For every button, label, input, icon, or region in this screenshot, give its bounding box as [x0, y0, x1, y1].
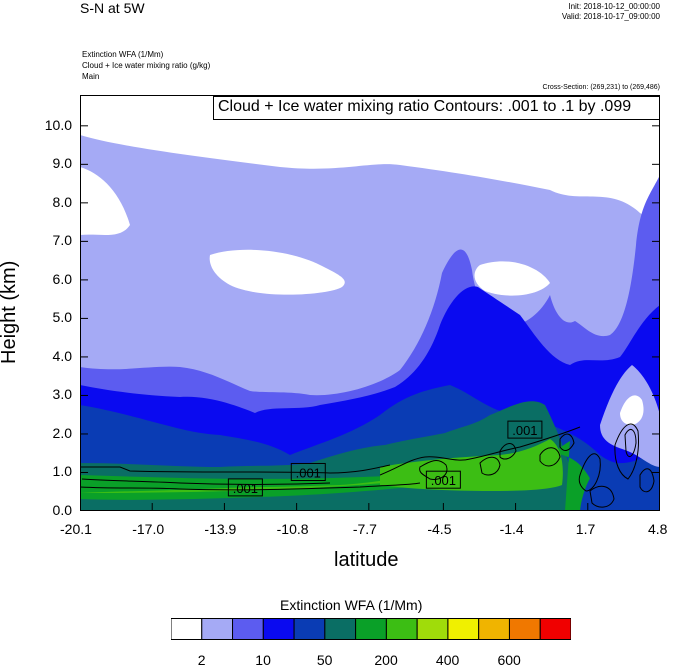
field-label-mixing-ratio: Cloud + Ice water mixing ratio (g/kg) — [82, 61, 211, 70]
field-band-lime-right — [380, 439, 563, 491]
colorbar-label: 600 — [497, 652, 521, 668]
contour-label: .001 — [512, 423, 537, 438]
colorbar-swatch — [171, 618, 203, 640]
colorbar-label: 2 — [197, 652, 206, 668]
colorbar-label: 50 — [316, 652, 333, 668]
colorbar-title: Extinction WFA (1/Mm) — [280, 597, 423, 613]
colorbar-swatch — [385, 618, 418, 640]
x-tick-label: -13.9 — [204, 521, 237, 537]
contour-label-box — [507, 420, 543, 439]
colorbar-swatch — [201, 618, 234, 640]
contour-annotation: Cloud + Ice water mixing ratio Contours:… — [218, 98, 632, 115]
y-tick-label: 6.0 — [52, 270, 72, 287]
y-tick-label: 4.0 — [52, 347, 72, 364]
x-tick-label: 1.7 — [575, 521, 596, 537]
colorbar-swatch — [447, 618, 480, 640]
y-tick-label: 2.0 — [52, 424, 72, 441]
colorbar-label: 10 — [255, 652, 271, 668]
x-tick-label: -17.0 — [132, 521, 165, 537]
contour-label-box — [227, 478, 263, 497]
field-band-clear-mid — [209, 249, 345, 295]
field-label-extinction: Extinction WFA (1/Mm) — [82, 50, 164, 59]
colorbar-swatch — [324, 618, 357, 640]
contour-label-group: .001 .001 .001 .001 — [227, 420, 543, 497]
x-tick-label: -1.4 — [499, 521, 524, 537]
contour-label: .001 — [296, 465, 321, 480]
colorbar-label: 400 — [435, 652, 460, 668]
x-tick-label: -4.5 — [427, 521, 452, 537]
field-band-clear-pocket — [620, 395, 644, 425]
colorbar-swatch — [262, 618, 295, 640]
cross-section-label: Cross-Section: (269,231) to (269,486) — [542, 84, 660, 91]
axis-ticks — [80, 125, 660, 511]
y-tick-label: 10.0 — [44, 116, 72, 133]
field-band-dark-right — [580, 445, 660, 511]
colorbar-swatch — [508, 618, 541, 640]
colorbar-swatch — [478, 618, 510, 640]
y-tick-label: 0.0 — [52, 502, 72, 518]
x-tick-label: -7.7 — [352, 521, 377, 537]
x-tick-label: 4.8 — [648, 521, 668, 537]
y-tick-label: 1.0 — [52, 463, 72, 480]
y-tick-label: 7.0 — [52, 232, 72, 249]
x-tick-label: -20.1 — [60, 521, 92, 537]
y-tick-label: 5.0 — [52, 309, 72, 326]
contour-label-box — [425, 470, 461, 489]
colorbar — [171, 618, 571, 640]
y-tick-label: 3.0 — [52, 386, 72, 403]
colorbar-swatch — [416, 618, 449, 640]
contour-label: .001 — [233, 481, 258, 496]
contour-label-box — [290, 462, 326, 481]
colorbar-swatch — [232, 618, 264, 640]
y-tick-label: 9.0 — [52, 155, 72, 172]
colorbar-swatch — [355, 618, 387, 640]
field-band-clear-left — [80, 167, 130, 235]
cross-section-plot: .001 .001 .001 .001 — [80, 95, 660, 511]
colorbar-swatch — [293, 618, 326, 640]
x-axis-label: latitude — [334, 549, 399, 571]
y-axis-label: Height (km) — [0, 260, 20, 364]
field-label-main: Main — [82, 72, 100, 81]
field-band-clear-top — [80, 95, 660, 225]
contour-annotation-box — [213, 96, 660, 120]
contour-label: .001 — [431, 473, 456, 488]
x-tick-label: -10.8 — [276, 521, 309, 537]
mixing-ratio-contours — [80, 423, 655, 508]
plot-title: S-N at 5W — [80, 0, 145, 16]
colorbar-label: 200 — [374, 652, 398, 668]
y-tick-label: 8.0 — [52, 193, 72, 210]
plot-frame — [80, 95, 660, 511]
valid-time: Valid: 2018-10-17_09:00:00 — [561, 12, 660, 21]
field-band-green — [80, 441, 600, 511]
init-time: Init: 2018-10-12_00:00:00 — [568, 2, 660, 11]
field-band-clear-right — [474, 261, 550, 296]
colorbar-swatch — [539, 618, 571, 640]
